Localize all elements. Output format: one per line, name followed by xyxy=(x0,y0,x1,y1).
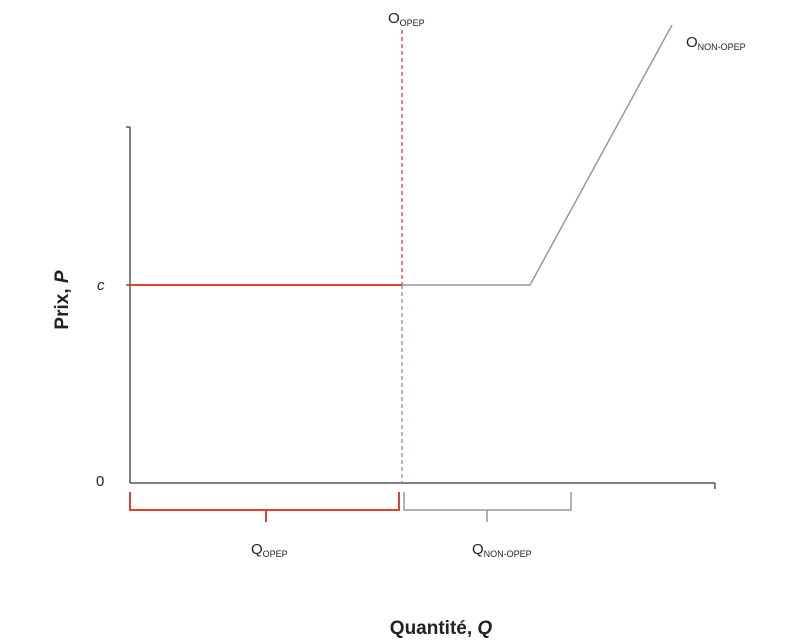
non-opep-supply xyxy=(402,24,673,286)
q-opep-label: QOPEP xyxy=(251,541,288,559)
x-axis-title: Quantité, Q xyxy=(390,618,493,639)
label-main: O xyxy=(686,34,698,51)
axes xyxy=(126,126,716,489)
label-sub: NON-OPEP xyxy=(484,549,532,559)
y-axis-title: Prix, P xyxy=(52,270,73,329)
origin-label: 0 xyxy=(96,473,104,490)
axis-var: P xyxy=(52,270,73,283)
supply-non-opep-label: ONON-OPEP xyxy=(686,34,746,52)
label-main: O xyxy=(388,10,400,27)
q-non-opep-label: QNON-OPEP xyxy=(472,541,532,559)
label-main: Q xyxy=(251,541,263,558)
label-sub: NON-OPEP xyxy=(698,42,746,52)
supply-opep-label: OOPEP xyxy=(388,10,425,28)
axis-text: Prix, xyxy=(52,283,73,329)
label-main: Q xyxy=(472,541,484,558)
q-non-opep-bracket xyxy=(403,492,572,511)
label-sub: OPEP xyxy=(400,18,425,28)
axis-var: Q xyxy=(477,618,492,639)
axis-text: Quantité, xyxy=(390,618,478,639)
label-sub: OPEP xyxy=(263,549,288,559)
q-opep-bracket xyxy=(129,492,400,511)
price-c-label: c xyxy=(97,277,105,294)
